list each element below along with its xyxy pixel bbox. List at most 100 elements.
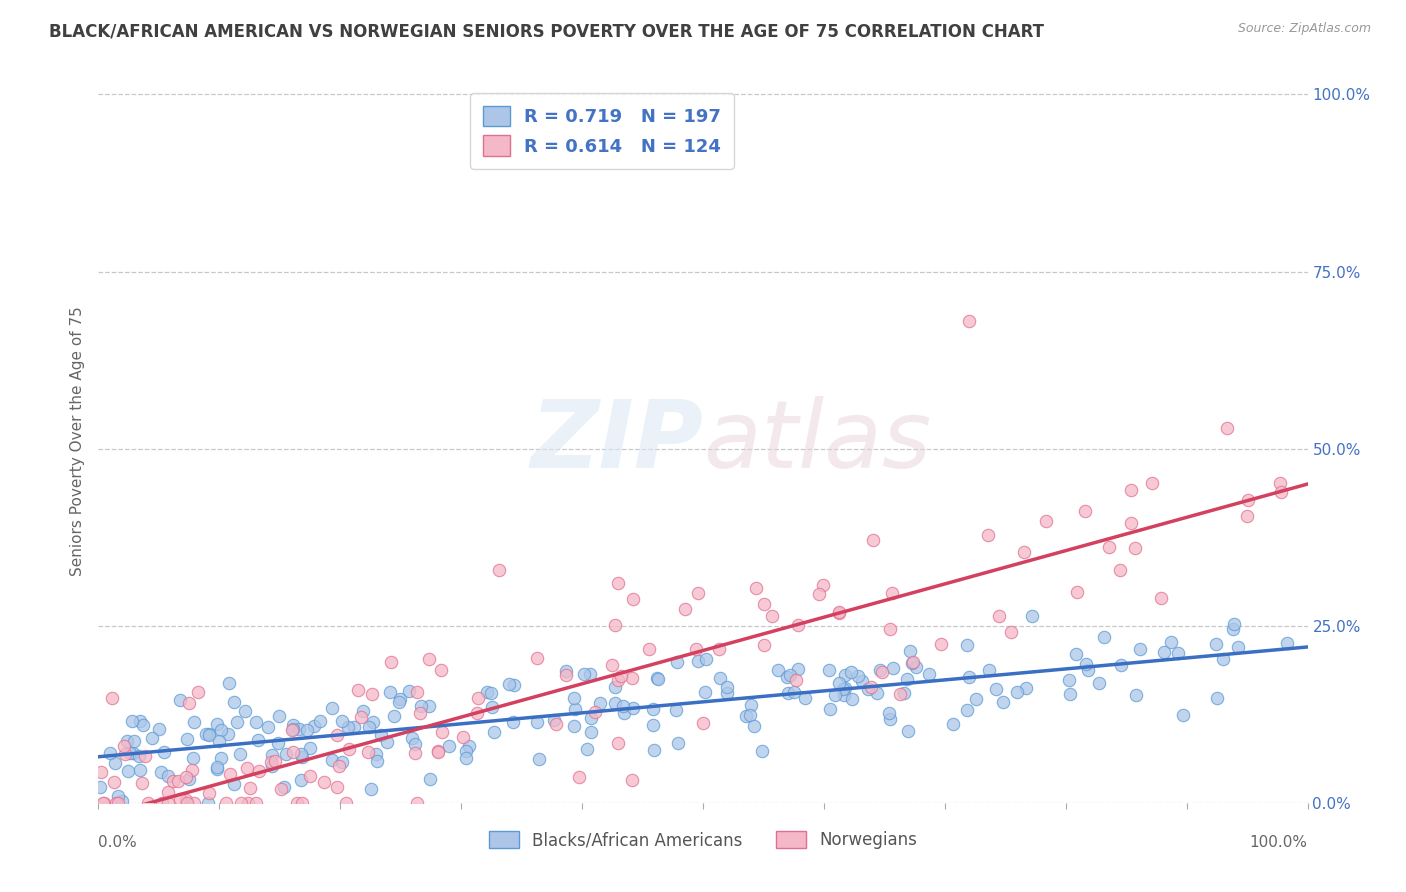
Point bbox=[716, 680, 738, 694]
Point bbox=[827, 605, 849, 619]
Point bbox=[405, 796, 427, 810]
Point bbox=[389, 691, 412, 706]
Point bbox=[785, 673, 807, 687]
Point bbox=[1223, 616, 1246, 631]
Point bbox=[1066, 647, 1088, 661]
Point bbox=[1140, 475, 1163, 490]
Point bbox=[1119, 483, 1142, 498]
Point bbox=[121, 714, 143, 728]
Point bbox=[834, 668, 856, 682]
Point bbox=[554, 665, 576, 679]
Point bbox=[245, 715, 267, 730]
Point bbox=[183, 796, 205, 810]
Text: 100.0%: 100.0% bbox=[1250, 835, 1308, 850]
Point bbox=[1236, 508, 1258, 523]
Point bbox=[1097, 540, 1119, 554]
Point bbox=[404, 738, 426, 752]
Point bbox=[437, 739, 460, 753]
Point bbox=[105, 796, 128, 810]
Point bbox=[107, 789, 129, 804]
Point bbox=[177, 772, 200, 786]
Y-axis label: Seniors Poverty Over the Age of 75: Seniors Poverty Over the Age of 75 bbox=[69, 307, 84, 576]
Point bbox=[350, 710, 373, 724]
Point bbox=[716, 686, 738, 700]
Point bbox=[98, 746, 121, 760]
Point bbox=[360, 781, 382, 796]
Point bbox=[215, 796, 238, 810]
Point bbox=[321, 700, 343, 714]
Point bbox=[745, 582, 768, 596]
Point bbox=[246, 733, 269, 747]
Point bbox=[134, 748, 156, 763]
Point bbox=[993, 695, 1015, 709]
Point bbox=[866, 686, 889, 700]
Point bbox=[896, 672, 918, 686]
Point bbox=[918, 667, 941, 681]
Point bbox=[382, 709, 405, 723]
Point bbox=[209, 751, 232, 765]
Point bbox=[1125, 688, 1147, 702]
Point bbox=[290, 772, 312, 787]
Point bbox=[824, 688, 846, 702]
Point bbox=[124, 734, 146, 748]
Point bbox=[754, 597, 776, 611]
Point bbox=[291, 796, 314, 810]
Point bbox=[162, 773, 184, 788]
Point bbox=[380, 655, 402, 669]
Point bbox=[576, 742, 599, 756]
Point bbox=[291, 750, 314, 764]
Point bbox=[176, 732, 198, 747]
Point bbox=[409, 706, 432, 721]
Point bbox=[900, 656, 922, 670]
Point bbox=[330, 714, 353, 729]
Point bbox=[738, 708, 761, 723]
Point bbox=[287, 796, 309, 810]
Point bbox=[1125, 541, 1147, 556]
Point bbox=[607, 575, 630, 590]
Point bbox=[89, 780, 111, 794]
Point bbox=[409, 698, 432, 713]
Point bbox=[984, 682, 1007, 697]
Point bbox=[813, 578, 835, 592]
Point bbox=[226, 714, 249, 729]
Point bbox=[600, 658, 623, 673]
Point bbox=[1109, 563, 1132, 577]
Point bbox=[1237, 493, 1260, 508]
Point bbox=[695, 652, 717, 666]
Point bbox=[247, 764, 270, 778]
Point bbox=[401, 731, 423, 745]
Point bbox=[179, 696, 201, 710]
Point bbox=[205, 762, 228, 776]
Point bbox=[779, 668, 801, 682]
Point bbox=[603, 680, 626, 694]
Point bbox=[131, 718, 153, 732]
Point bbox=[488, 563, 510, 577]
Point bbox=[766, 663, 789, 677]
Point bbox=[988, 609, 1011, 624]
Point bbox=[169, 791, 191, 805]
Point bbox=[1222, 622, 1244, 636]
Point bbox=[879, 622, 901, 636]
Point bbox=[131, 776, 153, 790]
Point bbox=[314, 774, 336, 789]
Text: atlas: atlas bbox=[703, 396, 931, 487]
Point bbox=[101, 691, 124, 706]
Point bbox=[859, 680, 882, 694]
Point bbox=[1021, 608, 1043, 623]
Point bbox=[270, 781, 292, 796]
Point bbox=[498, 676, 520, 690]
Point bbox=[1150, 591, 1173, 605]
Point bbox=[839, 665, 862, 680]
Point bbox=[623, 592, 645, 607]
Point bbox=[107, 796, 129, 810]
Point bbox=[198, 727, 221, 741]
Point bbox=[870, 665, 893, 679]
Point bbox=[281, 723, 304, 737]
Point bbox=[217, 727, 239, 741]
Point bbox=[956, 703, 979, 717]
Point bbox=[156, 796, 179, 810]
Point bbox=[283, 718, 305, 732]
Point bbox=[1153, 645, 1175, 659]
Point bbox=[778, 686, 800, 700]
Point bbox=[325, 728, 347, 742]
